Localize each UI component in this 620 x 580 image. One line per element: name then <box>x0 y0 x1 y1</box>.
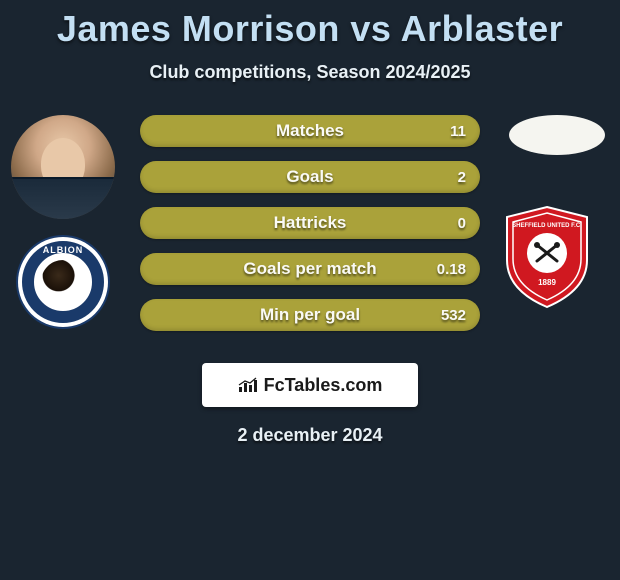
stat-row-hattricks: Hattricks 0 <box>140 207 480 239</box>
sheffield-united-badge-icon: 1889 SHEFFIELD UNITED F.C. <box>502 205 592 309</box>
date-line: 2 december 2024 <box>0 425 620 446</box>
stat-label: Matches <box>140 115 480 147</box>
stat-label: Hattricks <box>140 207 480 239</box>
club-badge-right: 1889 SHEFFIELD UNITED F.C. <box>502 205 592 309</box>
player-avatar-right <box>509 115 605 155</box>
brand-text: FcTables.com <box>264 375 383 396</box>
right-player-column: 1889 SHEFFIELD UNITED F.C. <box>502 115 612 309</box>
badge-year: 1889 <box>538 278 556 287</box>
stat-label: Min per goal <box>140 299 480 331</box>
stat-value-right: 532 <box>441 299 466 331</box>
player-avatar-left <box>11 115 115 219</box>
stat-value-right: 11 <box>450 115 466 147</box>
left-player-column <box>8 115 118 327</box>
stat-value-right: 0 <box>458 207 466 239</box>
club-badge-left <box>18 237 108 327</box>
stat-value-right: 2 <box>458 161 466 193</box>
stat-rows: Matches 11 Goals 2 Hattricks 0 Goals per… <box>140 115 480 345</box>
stat-row-goals-per-match: Goals per match 0.18 <box>140 253 480 285</box>
stat-label: Goals <box>140 161 480 193</box>
stat-row-matches: Matches 11 <box>140 115 480 147</box>
stat-value-right: 0.18 <box>437 253 466 285</box>
stats-area: 1889 SHEFFIELD UNITED F.C. Matches 11 Go… <box>0 115 620 345</box>
page-title: James Morrison vs Arblaster <box>0 8 620 50</box>
stat-label: Goals per match <box>140 253 480 285</box>
comparison-card: James Morrison vs Arblaster Club competi… <box>0 0 620 446</box>
chart-icon <box>238 377 258 393</box>
subtitle: Club competitions, Season 2024/2025 <box>0 62 620 83</box>
brand-box: FcTables.com <box>202 363 418 407</box>
stat-row-goals: Goals 2 <box>140 161 480 193</box>
svg-text:SHEFFIELD UNITED F.C.: SHEFFIELD UNITED F.C. <box>512 223 582 229</box>
stat-row-min-per-goal: Min per goal 532 <box>140 299 480 331</box>
wba-badge-icon <box>18 237 108 327</box>
